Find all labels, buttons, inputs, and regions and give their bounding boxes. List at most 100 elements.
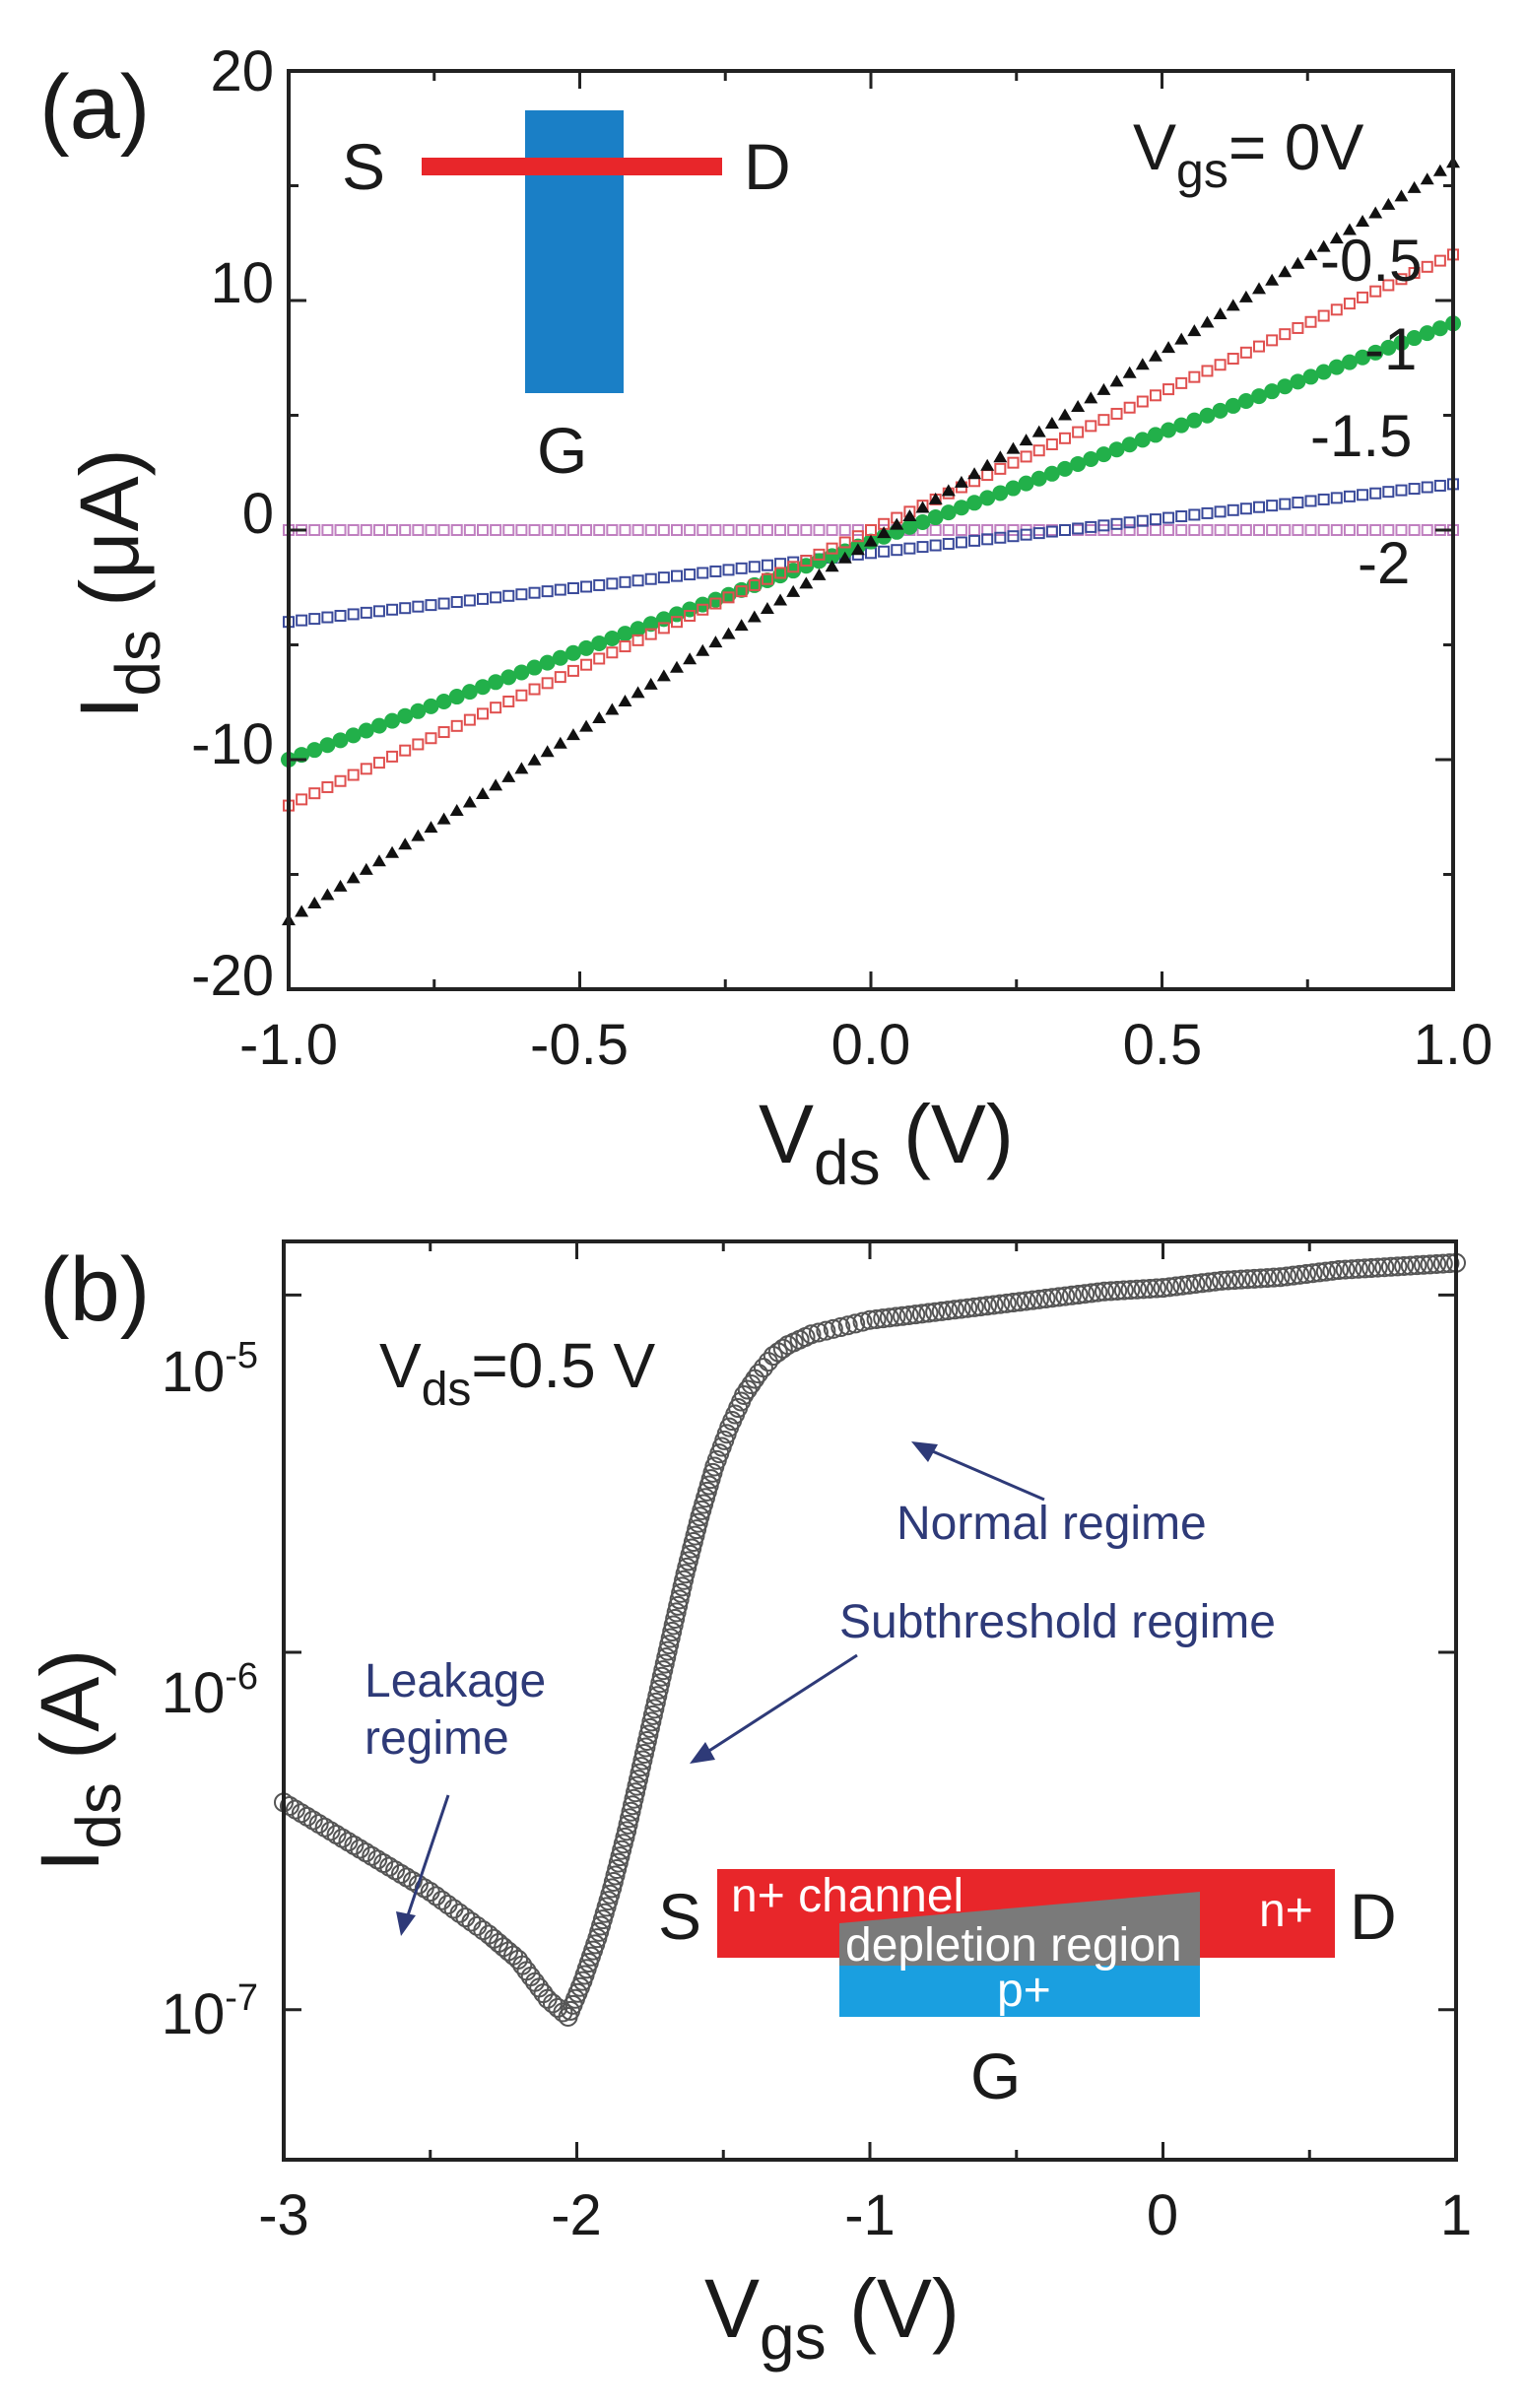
a-point <box>449 804 464 817</box>
a-point <box>721 627 736 639</box>
a-point <box>760 601 774 614</box>
a-point <box>463 524 476 536</box>
a-point <box>748 524 761 536</box>
a-point <box>1148 349 1162 362</box>
a-point <box>501 769 516 782</box>
b-point <box>1302 1263 1323 1284</box>
b-point <box>683 1532 703 1553</box>
b-point <box>1029 1289 1049 1309</box>
b-point <box>1439 1253 1460 1274</box>
b-point <box>682 1538 702 1559</box>
b-point <box>1198 1272 1219 1293</box>
a-point <box>502 695 515 707</box>
a-point <box>1030 470 1047 487</box>
b-point <box>1309 1262 1330 1283</box>
a-point <box>1059 524 1071 536</box>
a-point <box>1421 524 1433 536</box>
a-point <box>296 793 308 806</box>
a-point <box>463 594 476 607</box>
a-point <box>502 589 515 602</box>
a-point <box>436 812 451 825</box>
a-point <box>513 664 530 681</box>
a-point <box>1213 306 1228 319</box>
a-point <box>979 490 996 506</box>
b-point <box>1165 1276 1186 1297</box>
a-point <box>490 591 502 604</box>
b-point <box>1230 1269 1251 1290</box>
b-point <box>1295 1264 1316 1285</box>
a-point <box>994 531 1007 544</box>
a-point <box>541 524 554 536</box>
a-point <box>1095 446 1112 463</box>
a-point <box>346 871 361 884</box>
a-point <box>502 524 515 536</box>
a-point <box>825 560 839 572</box>
a-series--0.5 <box>283 248 1459 812</box>
a-point <box>1329 232 1344 244</box>
a-point <box>1123 401 1136 414</box>
b-point <box>873 1308 894 1329</box>
a-point <box>515 689 528 702</box>
a-point <box>437 726 450 739</box>
a-point <box>1187 324 1202 337</box>
a-point <box>604 631 621 647</box>
a-point <box>1382 524 1395 536</box>
a-point <box>399 524 412 536</box>
b-depletion-region <box>839 1892 1200 1966</box>
a-point <box>981 533 994 546</box>
a-point <box>605 702 620 715</box>
a-point <box>1367 344 1384 361</box>
b-point <box>938 1301 959 1321</box>
a-point <box>1279 524 1292 536</box>
a-point <box>878 545 891 558</box>
a-ytick-0: 0 <box>242 482 274 546</box>
b-point <box>808 1322 829 1343</box>
a-point <box>593 652 606 665</box>
a-point <box>372 605 385 618</box>
a-point <box>1174 332 1189 345</box>
a-point <box>1330 524 1343 536</box>
b-annotation-leakage-1: Leakage <box>365 1655 546 1707</box>
a-point <box>1406 330 1423 347</box>
a-point <box>579 719 594 732</box>
b-point <box>688 1512 708 1533</box>
a-point <box>656 669 671 682</box>
panel-b-label: (b) <box>39 1239 150 1340</box>
a-point <box>425 732 437 745</box>
a-point <box>1007 524 1020 536</box>
b-point <box>1100 1281 1121 1302</box>
a-point <box>500 669 517 686</box>
a-point <box>722 591 735 604</box>
b-point <box>918 1303 939 1323</box>
a-point <box>955 536 967 549</box>
a-point <box>1149 389 1162 402</box>
a-point <box>967 467 982 480</box>
a-point <box>359 862 373 875</box>
a-point <box>554 583 566 596</box>
b-point <box>1055 1286 1076 1306</box>
a-point <box>761 572 773 585</box>
a-point <box>1007 456 1020 469</box>
a-point <box>1432 164 1447 176</box>
a-point <box>748 578 761 591</box>
a-series--1.5 <box>283 478 1459 629</box>
panel-a-plot-frame <box>287 69 1455 991</box>
a-point <box>1266 334 1279 347</box>
a-point <box>320 888 335 901</box>
b-point <box>1140 1278 1161 1299</box>
b-point <box>1400 1255 1421 1276</box>
a-point <box>1237 393 1254 410</box>
a-ytick-20: 20 <box>210 39 274 103</box>
a-point <box>1032 524 1045 536</box>
a-point <box>631 524 644 536</box>
a-point <box>1045 438 1058 451</box>
a-point <box>1214 524 1227 536</box>
a-point <box>334 609 347 622</box>
a-point <box>1072 426 1085 438</box>
b-device-inset: n+ channel n+ depletion region p+ S D G <box>658 1869 1397 2112</box>
a-point <box>347 769 360 781</box>
a-point <box>541 585 554 598</box>
b-point <box>1380 1256 1401 1277</box>
a-point <box>1149 524 1162 536</box>
b-point <box>898 1304 919 1325</box>
